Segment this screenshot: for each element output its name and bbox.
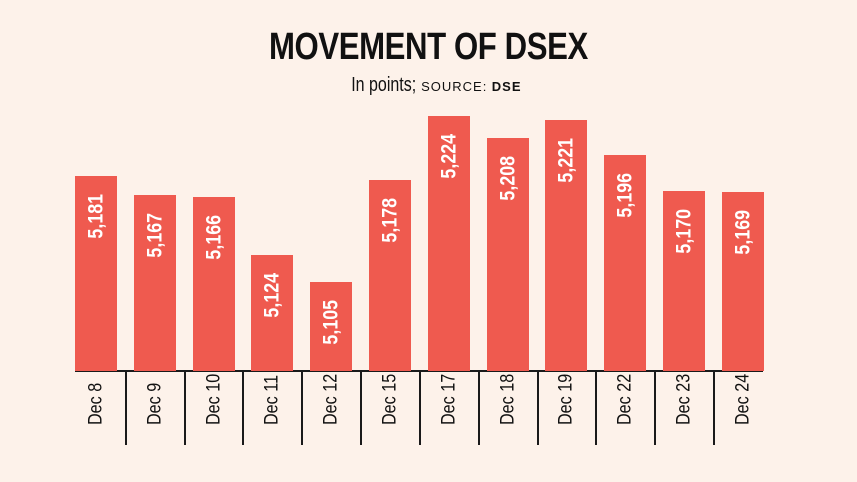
x-axis-tick xyxy=(537,371,539,445)
x-tick-label: Dec 15 xyxy=(379,373,401,425)
bar-value-label: 5,105 xyxy=(319,299,343,345)
x-axis-tick xyxy=(184,371,186,445)
subtitle-source-label: SOURCE: xyxy=(421,79,488,94)
bar-value-label: 5,170 xyxy=(672,208,696,254)
bar: 5,166 xyxy=(193,197,235,371)
bar: 5,167 xyxy=(134,195,176,371)
bar-value-label: 5,181 xyxy=(84,193,108,239)
x-axis-tick xyxy=(713,371,715,445)
bar: 5,196 xyxy=(604,155,646,371)
bar: 5,181 xyxy=(75,176,117,371)
x-tick-label: Dec 24 xyxy=(732,373,754,425)
bar: 5,178 xyxy=(369,180,411,371)
bar: 5,224 xyxy=(428,116,470,371)
subtitle-units: In points; xyxy=(351,74,417,96)
x-axis-tick xyxy=(125,371,127,445)
x-tick-label: Dec 12 xyxy=(320,373,342,425)
x-axis-tick xyxy=(301,371,303,445)
x-axis-tick xyxy=(419,371,421,445)
bar: 5,169 xyxy=(722,192,764,371)
bar: 5,170 xyxy=(663,191,705,371)
x-tick-label: Dec 23 xyxy=(673,373,695,425)
bar-value-label: 5,224 xyxy=(437,133,461,179)
x-tick-label: Dec 10 xyxy=(203,373,225,425)
x-tick-label: Dec 9 xyxy=(144,382,166,425)
chart-title: MOVEMENT OF DSEX xyxy=(268,26,588,68)
chart-subtitle: In points; SOURCE: DSE xyxy=(0,74,857,97)
bar-value-label: 5,196 xyxy=(613,172,637,218)
bar-value-label: 5,169 xyxy=(731,209,755,255)
bar: 5,124 xyxy=(251,255,293,371)
x-tick-label: Dec 17 xyxy=(438,373,460,425)
x-tick-label: Dec 19 xyxy=(555,373,577,425)
x-axis-tick xyxy=(360,371,362,445)
bar-value-label: 5,167 xyxy=(143,212,167,258)
x-tick-label: Dec 22 xyxy=(614,373,636,425)
bar-value-label: 5,221 xyxy=(554,137,578,183)
x-axis-tick xyxy=(242,371,244,445)
x-axis-tick xyxy=(654,371,656,445)
bar: 5,208 xyxy=(487,138,529,371)
bar-value-label: 5,124 xyxy=(260,272,284,318)
x-tick-label: Dec 8 xyxy=(85,382,107,425)
bar-value-label: 5,208 xyxy=(496,155,520,201)
x-axis-tick xyxy=(478,371,480,445)
bar: 5,221 xyxy=(545,120,587,371)
bar-value-label: 5,178 xyxy=(378,197,402,243)
bar-value-label: 5,166 xyxy=(202,214,226,260)
x-axis-tick xyxy=(595,371,597,445)
bar: 5,105 xyxy=(310,282,352,371)
x-tick-label: Dec 18 xyxy=(497,373,519,425)
x-tick-label: Dec 11 xyxy=(261,375,283,425)
subtitle-source-name: DSE xyxy=(491,79,522,94)
